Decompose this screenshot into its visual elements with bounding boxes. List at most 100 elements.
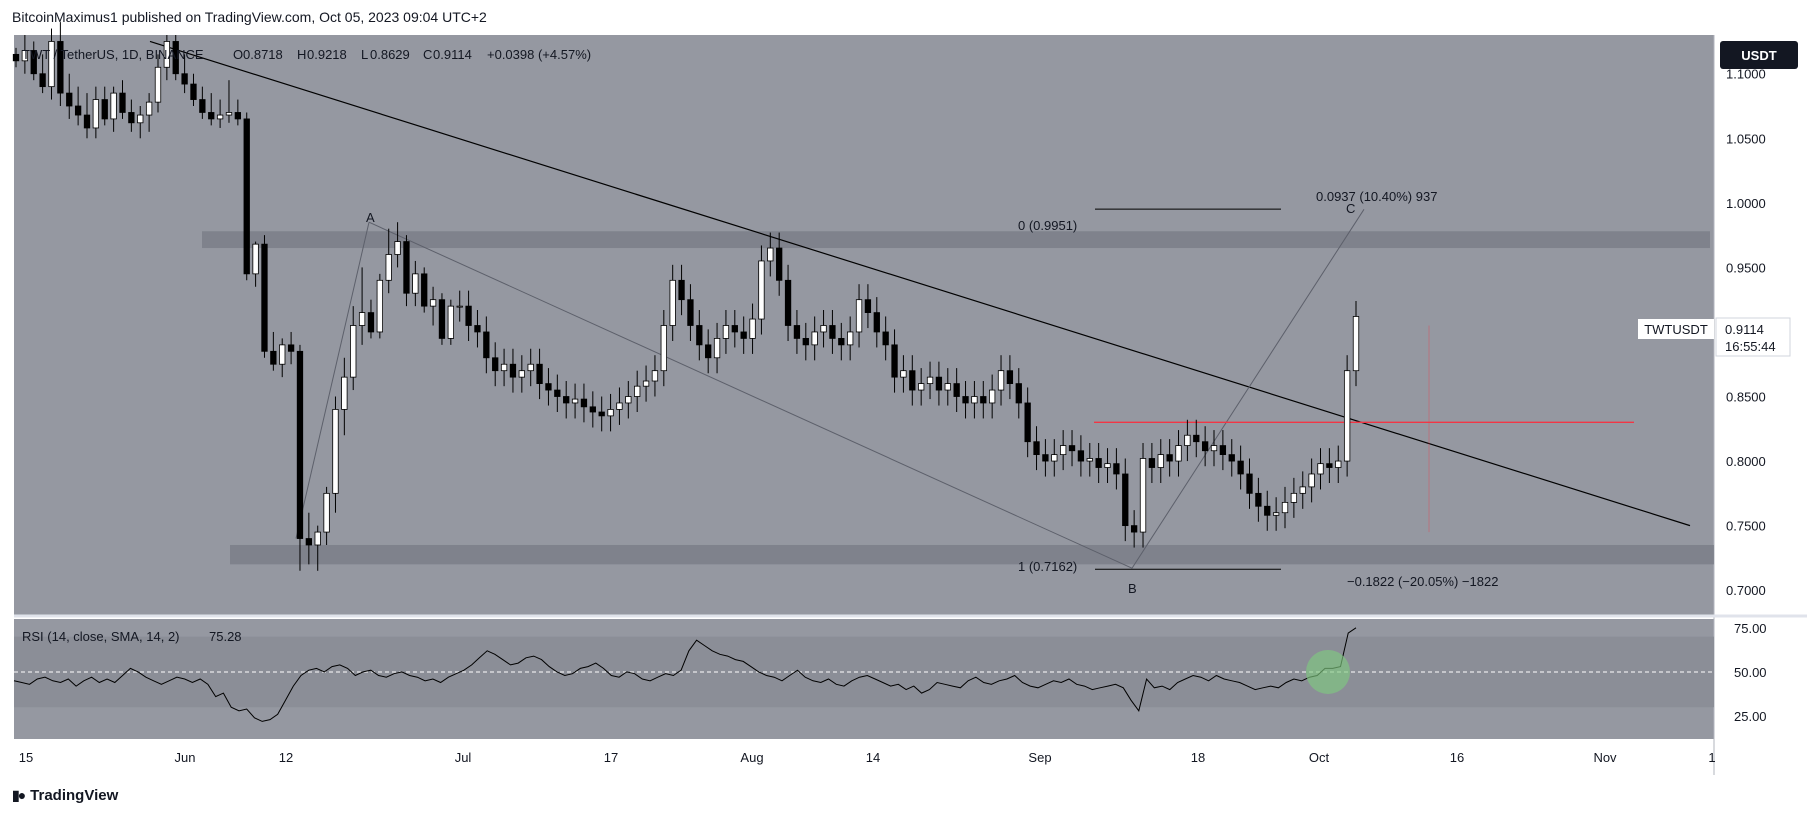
candle-down bbox=[962, 396, 969, 404]
price-pane[interactable] bbox=[14, 35, 1714, 616]
candle-down bbox=[421, 273, 428, 307]
candle-down bbox=[536, 363, 543, 385]
x-axis: 15 Jun 12 Jul 17 Aug 14 Sep 18 Oct 16 Nov 1 bbox=[19, 750, 1716, 765]
zones-layer bbox=[202, 231, 1714, 565]
candle-down bbox=[563, 396, 570, 404]
rsi-title[interactable]: RSI (14, close, SMA, 14, 2) bbox=[22, 629, 180, 644]
candle-up bbox=[447, 305, 454, 339]
candle-up bbox=[1210, 445, 1218, 452]
candle-down bbox=[829, 325, 836, 339]
candle-down bbox=[1095, 458, 1102, 468]
candle-down bbox=[1033, 441, 1040, 456]
candle-up bbox=[225, 112, 233, 116]
candle-down bbox=[909, 370, 916, 391]
candle-down bbox=[1219, 445, 1227, 456]
candles-layer bbox=[12, 22, 1360, 571]
y-tick-label: 1.1000 bbox=[1726, 67, 1766, 82]
candle-up bbox=[1343, 370, 1351, 462]
candle-down bbox=[12, 53, 20, 62]
candle-down bbox=[838, 338, 845, 346]
y-tick-label: 0.9500 bbox=[1726, 260, 1766, 275]
candle-up bbox=[341, 376, 348, 410]
candle-down bbox=[696, 325, 703, 346]
candle-up bbox=[1299, 486, 1306, 494]
ohlc-close-label: C bbox=[423, 47, 432, 62]
candle-down bbox=[190, 83, 197, 100]
x-tick-label: 18 bbox=[1191, 750, 1205, 765]
candle-down bbox=[30, 50, 37, 75]
candle-down bbox=[891, 344, 898, 378]
candle-up bbox=[1139, 458, 1147, 533]
candle-up bbox=[997, 370, 1005, 391]
candle-down bbox=[74, 105, 82, 116]
candle-down bbox=[181, 73, 188, 85]
resistance-zone bbox=[202, 231, 1710, 249]
currency-button[interactable] bbox=[1720, 41, 1798, 69]
rsi-scale[interactable] bbox=[1714, 619, 1807, 739]
candle-up bbox=[358, 312, 366, 326]
symbol-title[interactable]: TWT / TetherUS, 1D, BINANCE bbox=[22, 47, 204, 62]
x-tick-label: Nov bbox=[1593, 750, 1617, 765]
candle-up bbox=[279, 344, 286, 365]
descending-trendline bbox=[149, 40, 1691, 527]
candle-down bbox=[1255, 492, 1262, 507]
ohlc-open-label: O bbox=[233, 47, 243, 62]
candle-down bbox=[935, 376, 943, 391]
rsi-y-tick-label: 50.00 bbox=[1734, 665, 1767, 680]
fib-bottom-label: 1 (0.7162) bbox=[1018, 559, 1077, 574]
candle-down bbox=[1201, 441, 1209, 452]
candle-down bbox=[598, 411, 605, 417]
candle-down bbox=[261, 243, 268, 352]
candle-up bbox=[926, 376, 934, 384]
candle-up bbox=[855, 299, 863, 333]
candle-up bbox=[758, 260, 765, 320]
candle-down bbox=[589, 406, 596, 413]
fib-extension-line bbox=[1131, 209, 1365, 569]
candle-down bbox=[492, 357, 499, 372]
candle-down bbox=[580, 398, 588, 408]
candle-up bbox=[713, 338, 721, 359]
candle-down bbox=[1068, 445, 1076, 452]
candle-up bbox=[1086, 458, 1093, 462]
candle-up bbox=[651, 370, 659, 382]
rsi-breakout-highlight bbox=[1306, 649, 1350, 694]
ohlc-open: 0.8718 bbox=[243, 47, 283, 62]
rsi-line bbox=[13, 627, 1357, 722]
candle-up bbox=[412, 273, 419, 294]
candle-up bbox=[616, 402, 623, 410]
rsi-y-tick-label: 75.00 bbox=[1734, 621, 1767, 636]
candle-up bbox=[660, 325, 667, 372]
candle-down bbox=[1237, 460, 1244, 475]
candle-up bbox=[1060, 445, 1067, 456]
candle-down bbox=[980, 396, 987, 404]
candle-down bbox=[1006, 370, 1014, 385]
candle-down bbox=[1122, 473, 1129, 527]
x-tick-label: Sep bbox=[1028, 750, 1051, 765]
candle-down bbox=[1326, 463, 1333, 468]
candle-up bbox=[607, 409, 614, 417]
candle-down bbox=[39, 73, 46, 88]
candle-up bbox=[323, 492, 330, 533]
candle-up bbox=[350, 325, 357, 378]
point-a-label: A bbox=[366, 210, 375, 225]
symbol-tag bbox=[1638, 319, 1714, 339]
candle-down bbox=[438, 299, 446, 339]
candle-up bbox=[722, 325, 730, 339]
tradingview-logo[interactable]: ▮● TradingView bbox=[12, 787, 118, 804]
candle-up bbox=[571, 398, 579, 404]
candle-down bbox=[509, 363, 517, 378]
candle-up bbox=[1317, 463, 1324, 475]
candle-up bbox=[1308, 473, 1315, 488]
candle-down bbox=[234, 112, 242, 120]
candle-down bbox=[1042, 454, 1049, 462]
candle-down bbox=[270, 350, 277, 365]
candle-up bbox=[1184, 434, 1191, 446]
candle-up bbox=[1175, 445, 1182, 462]
candle-up bbox=[332, 409, 339, 494]
candle-down bbox=[199, 99, 206, 113]
ohlc-low: 0.8629 bbox=[370, 47, 410, 62]
candle-down bbox=[1193, 434, 1200, 443]
candle-down bbox=[83, 114, 91, 129]
y-tick-label: 0.7000 bbox=[1726, 583, 1766, 598]
